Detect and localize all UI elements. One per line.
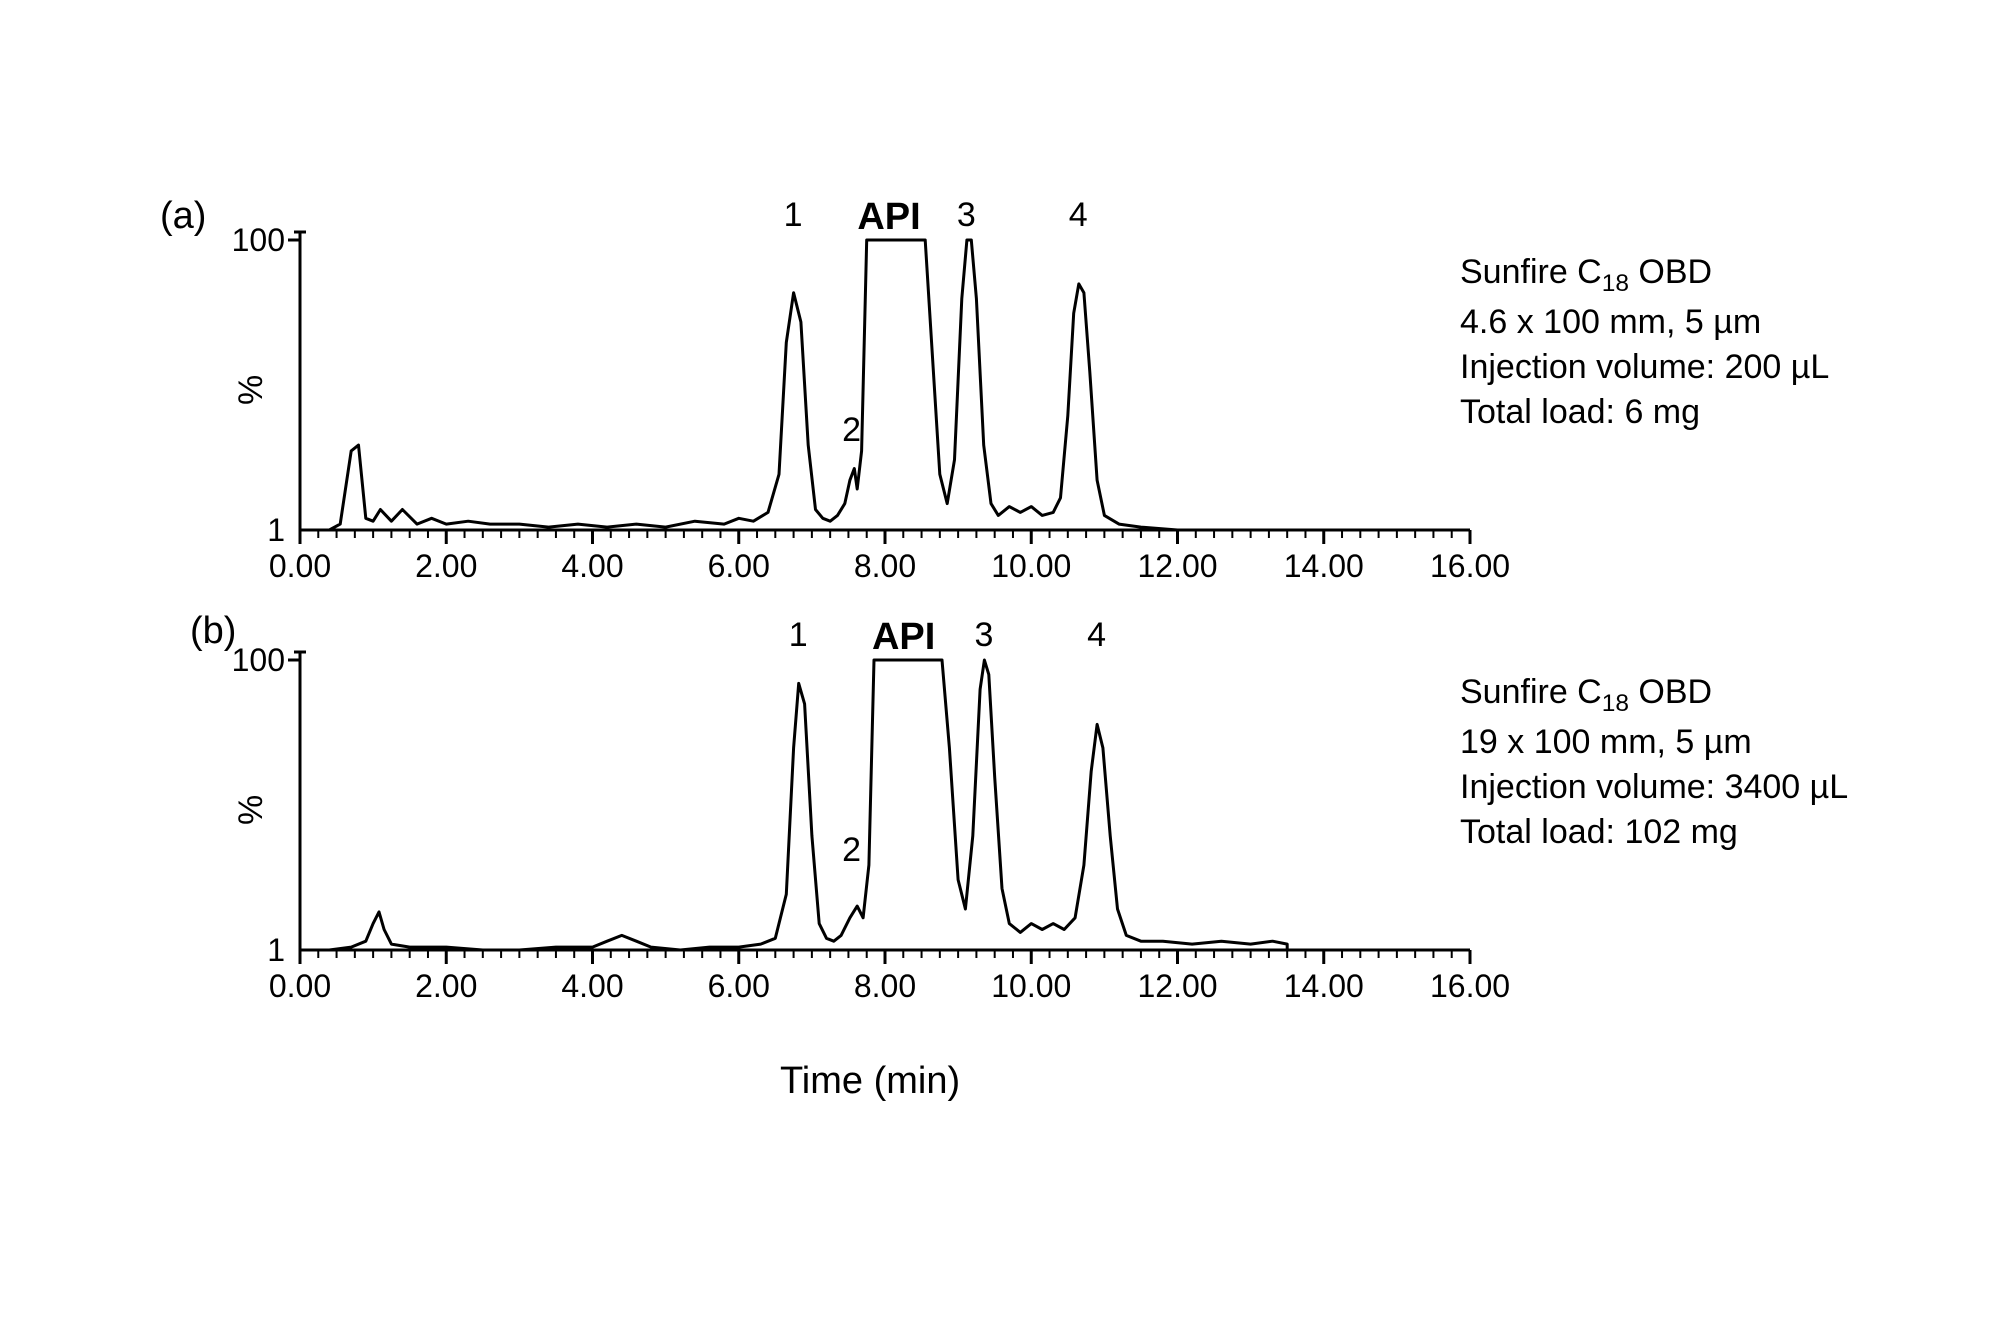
xtick-label: 10.00 xyxy=(991,548,1071,585)
ytick-label: 100 xyxy=(215,222,285,259)
xtick-label: 12.00 xyxy=(1138,548,1218,585)
info-a-size: 4.6 x 100 mm, 5 µm xyxy=(1460,300,1829,345)
xtick-label: 6.00 xyxy=(699,968,779,1005)
xtick-label: 6.00 xyxy=(699,548,779,585)
xtick-label: 0.00 xyxy=(260,548,340,585)
ytick-label: 100 xyxy=(215,642,285,679)
peak-label-1: 1 xyxy=(784,196,803,235)
ytick-label: 1 xyxy=(240,932,285,969)
xtick-label: 12.00 xyxy=(1138,968,1218,1005)
api-label: API xyxy=(857,196,920,239)
xtick-label: 10.00 xyxy=(991,968,1071,1005)
xtick-label: 16.00 xyxy=(1430,548,1510,585)
chromatogram-b xyxy=(260,650,1480,1000)
ytick-label: 1 xyxy=(240,512,285,549)
peak-label-4: 4 xyxy=(1069,196,1088,235)
xtick-label: 0.00 xyxy=(260,968,340,1005)
xlabel: Time (min) xyxy=(780,1060,960,1103)
peak-label-2: 2 xyxy=(842,831,861,870)
panel-b xyxy=(260,650,1480,1000)
xtick-label: 14.00 xyxy=(1284,548,1364,585)
peak-label-4: 4 xyxy=(1087,616,1106,655)
xtick-label: 2.00 xyxy=(406,968,486,1005)
peak-label-3: 3 xyxy=(974,616,993,655)
chromatogram-a xyxy=(260,230,1480,580)
panel-a-label: (a) xyxy=(160,195,206,238)
xtick-label: 14.00 xyxy=(1284,968,1364,1005)
info-a-column: Sunfire C18 OBD xyxy=(1460,250,1829,300)
info-a-load: Total load: 6 mg xyxy=(1460,390,1829,435)
panel-a xyxy=(260,230,1480,580)
info-a: Sunfire C18 OBD 4.6 x 100 mm, 5 µm Injec… xyxy=(1460,250,1829,435)
xtick-label: 4.00 xyxy=(553,968,633,1005)
peak-label-1: 1 xyxy=(789,616,808,655)
ylabel-a: % xyxy=(232,375,271,405)
info-b-load: Total load: 102 mg xyxy=(1460,810,1848,855)
xtick-label: 16.00 xyxy=(1430,968,1510,1005)
xtick-label: 4.00 xyxy=(553,548,633,585)
api-label: API xyxy=(872,616,935,659)
ylabel-b: % xyxy=(232,795,271,825)
info-b: Sunfire C18 OBD 19 x 100 mm, 5 µm Inject… xyxy=(1460,670,1848,855)
peak-label-3: 3 xyxy=(957,196,976,235)
info-a-inj: Injection volume: 200 µL xyxy=(1460,345,1829,390)
info-b-inj: Injection volume: 3400 µL xyxy=(1460,765,1848,810)
xtick-label: 8.00 xyxy=(845,548,925,585)
info-b-column: Sunfire C18 OBD xyxy=(1460,670,1848,720)
peak-label-2: 2 xyxy=(842,411,861,450)
figure-root: (a) % 1 2 3 4 API Sunfire C18 OBD 4.6 x 100 … xyxy=(0,0,2000,1333)
xtick-label: 8.00 xyxy=(845,968,925,1005)
xtick-label: 2.00 xyxy=(406,548,486,585)
info-b-size: 19 x 100 mm, 5 µm xyxy=(1460,720,1848,765)
